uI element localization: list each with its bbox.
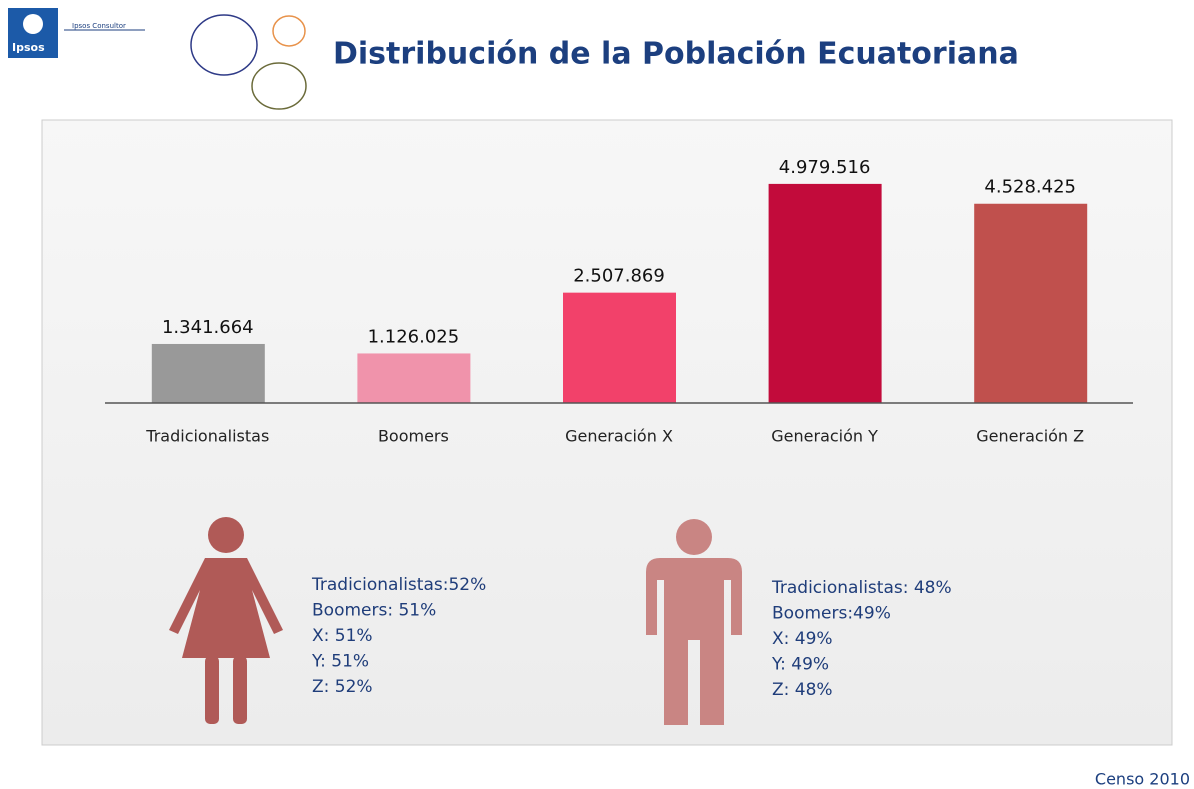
bar — [151, 343, 265, 403]
plot: Tradicionalistas 1.341.664 Boomers 1.126.02… — [145, 157, 1088, 446]
source: Censo 2010 — [1095, 770, 1190, 789]
logo-brand: Ipsos — [12, 41, 45, 54]
x-tick-label: Generación Y — [771, 427, 878, 446]
chart-title: Distribución de la Población Ecuatoriana — [333, 37, 1019, 72]
value-label: 4.528.425 — [984, 177, 1076, 198]
value-label: 2.507.869 — [573, 266, 665, 287]
stat-line: Boomers:49% — [772, 604, 891, 624]
x-tick-label: Generación Z — [976, 427, 1084, 446]
stat-line: Y: 49% — [771, 655, 829, 675]
value-label: 1.341.664 — [162, 317, 254, 338]
deco-circle — [251, 62, 307, 110]
deco-circle — [190, 14, 258, 76]
women-stats: Tradicionalistas:52% Boomers: 51% X: 51% Y:… — [311, 575, 486, 697]
stat-line: Y: 51% — [311, 652, 369, 672]
bar — [563, 292, 676, 403]
logo-tagline: Ipsos Consultor — [72, 22, 126, 30]
x-tick-label: Tradicionalistas — [145, 427, 269, 446]
bar — [357, 353, 471, 403]
stat-line: Z: 52% — [312, 677, 373, 697]
value-label: 4.979.516 — [779, 157, 871, 178]
logo-dot — [23, 14, 43, 34]
men-stats: Tradicionalistas: 48% Boomers:49% X: 49% Y:… — [771, 578, 952, 700]
bar — [768, 183, 882, 403]
stat-line: Tradicionalistas: 48% — [771, 578, 952, 598]
x-tick-label: Generación X — [565, 427, 673, 446]
value-label: 1.126.025 — [368, 326, 460, 347]
deco-circle — [272, 15, 306, 47]
man-icon — [646, 519, 742, 725]
stat-line: Tradicionalistas:52% — [311, 575, 486, 595]
stat-line: X: 49% — [772, 629, 833, 649]
woman-icon — [169, 517, 283, 724]
x-tick-label: Boomers — [378, 427, 449, 446]
bar — [974, 203, 1088, 403]
stat-line: X: 51% — [312, 626, 373, 646]
stat-line: Z: 48% — [772, 680, 833, 700]
stat-line: Boomers: 51% — [312, 601, 436, 621]
